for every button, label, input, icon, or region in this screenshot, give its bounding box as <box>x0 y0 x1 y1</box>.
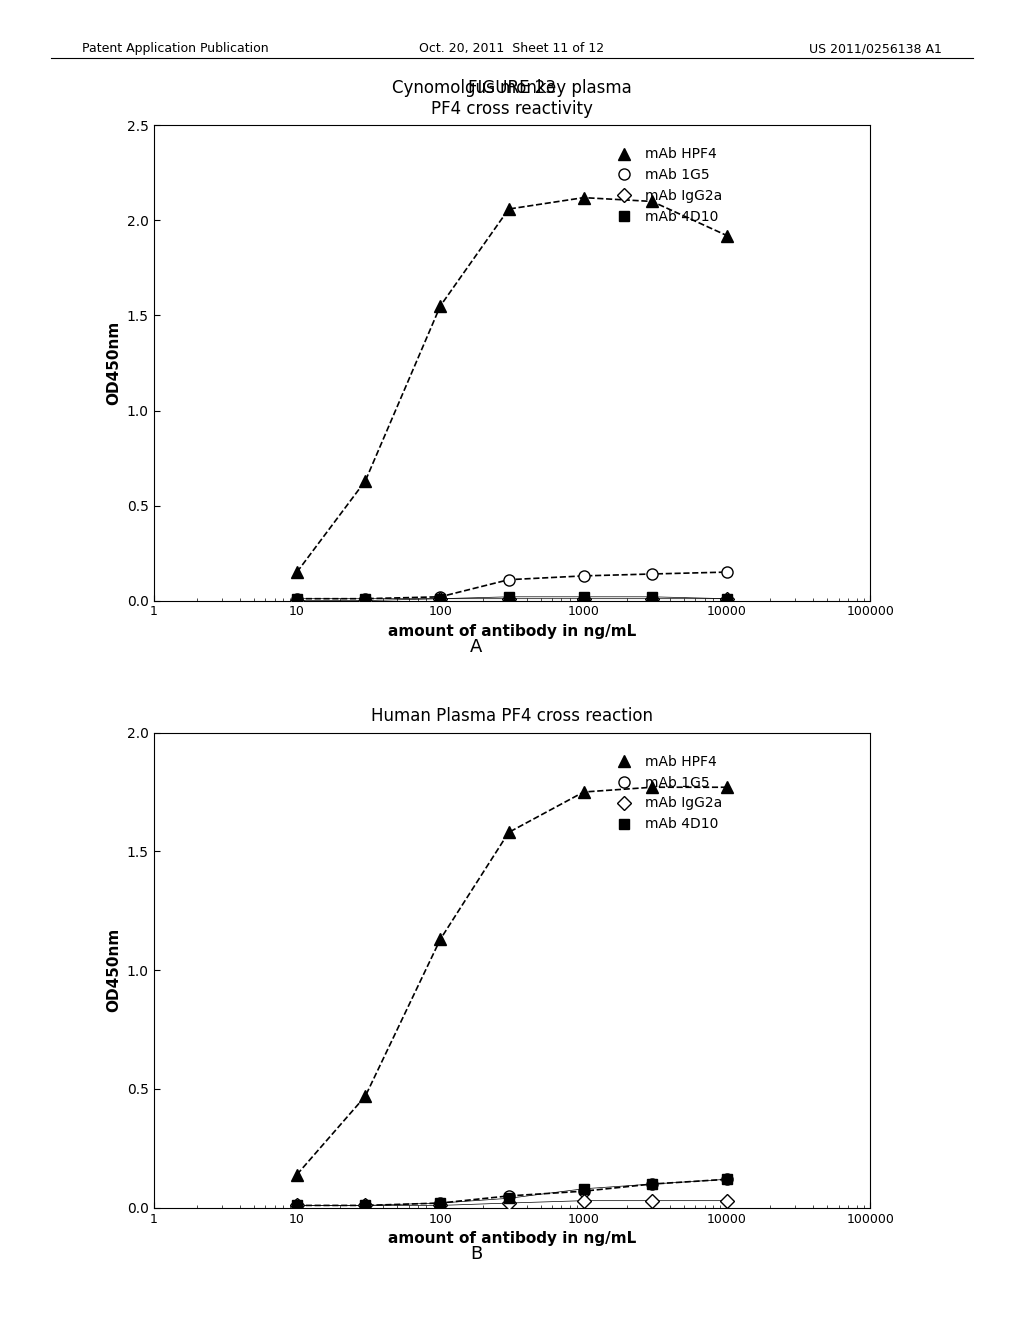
Text: A: A <box>470 638 482 656</box>
Legend: mAb HPF4, mAb 1G5, mAb IgG2a, mAb 4D10: mAb HPF4, mAb 1G5, mAb IgG2a, mAb 4D10 <box>605 748 728 837</box>
Title: Human Plasma PF4 cross reaction: Human Plasma PF4 cross reaction <box>371 708 653 726</box>
Y-axis label: OD450nm: OD450nm <box>106 928 121 1012</box>
Text: Patent Application Publication: Patent Application Publication <box>82 42 268 55</box>
Text: FIGURE 23: FIGURE 23 <box>468 79 556 98</box>
Text: US 2011/0256138 A1: US 2011/0256138 A1 <box>809 42 942 55</box>
X-axis label: amount of antibody in ng/mL: amount of antibody in ng/mL <box>388 1232 636 1246</box>
Y-axis label: OD450nm: OD450nm <box>106 321 121 405</box>
Text: B: B <box>470 1245 482 1263</box>
Text: Oct. 20, 2011  Sheet 11 of 12: Oct. 20, 2011 Sheet 11 of 12 <box>420 42 604 55</box>
Title: Cynomolgus monkey plasma
PF4 cross reactivity: Cynomolgus monkey plasma PF4 cross react… <box>392 79 632 119</box>
X-axis label: amount of antibody in ng/mL: amount of antibody in ng/mL <box>388 624 636 639</box>
Legend: mAb HPF4, mAb 1G5, mAb IgG2a, mAb 4D10: mAb HPF4, mAb 1G5, mAb IgG2a, mAb 4D10 <box>605 141 728 230</box>
